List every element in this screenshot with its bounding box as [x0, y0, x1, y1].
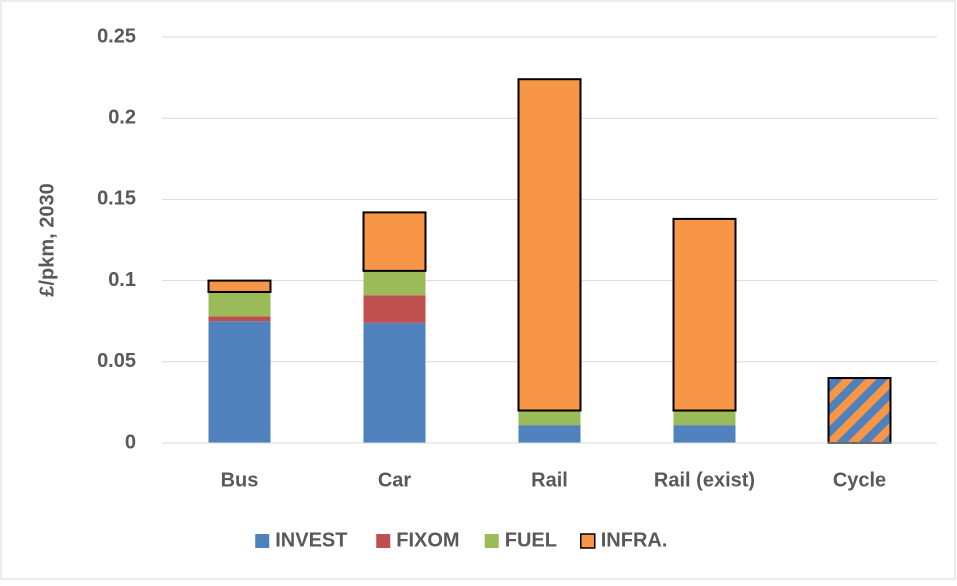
bar-segment — [518, 425, 581, 443]
x-tick-label: Rail — [531, 469, 568, 491]
bar-segment — [208, 316, 271, 322]
bar-segment — [207, 279, 272, 293]
y-tick-label: 0.1 — [108, 269, 136, 291]
legend-label: FUEL — [505, 529, 557, 551]
y-tick-label: 0.05 — [97, 350, 136, 372]
y-tick-label: 0.25 — [97, 25, 136, 47]
x-tick-label: Rail (exist) — [654, 469, 755, 491]
legend-label: INVEST — [275, 529, 347, 551]
legend-swatch — [484, 534, 499, 548]
bar-segment — [673, 410, 736, 426]
legend-swatch — [255, 534, 270, 548]
bar-segment — [673, 425, 736, 443]
bar-segment — [362, 211, 427, 272]
y-axis-label: £/pkm, 2030 — [36, 183, 58, 296]
legend-label: INFRA. — [601, 529, 668, 551]
legend-label: FIXOM — [396, 529, 459, 551]
bar-segment — [827, 377, 892, 445]
bar-segment — [363, 295, 426, 323]
bar-segment — [208, 321, 271, 443]
bar-segment — [517, 78, 582, 412]
x-tick-label: Bus — [221, 469, 259, 491]
y-tick-label: 0 — [125, 431, 136, 453]
x-tick-label: Car — [378, 469, 412, 491]
bar-segment — [363, 322, 426, 443]
legend-swatch — [580, 533, 596, 549]
y-tick-label: 0.15 — [97, 188, 136, 210]
y-tick-label: 0.2 — [108, 106, 136, 128]
x-tick-label: Cycle — [833, 469, 886, 491]
bar-segment — [672, 217, 737, 412]
bar-segment — [208, 291, 271, 317]
legend-swatch — [376, 534, 391, 548]
bar-segment — [518, 410, 581, 426]
bar-segment — [363, 270, 426, 296]
